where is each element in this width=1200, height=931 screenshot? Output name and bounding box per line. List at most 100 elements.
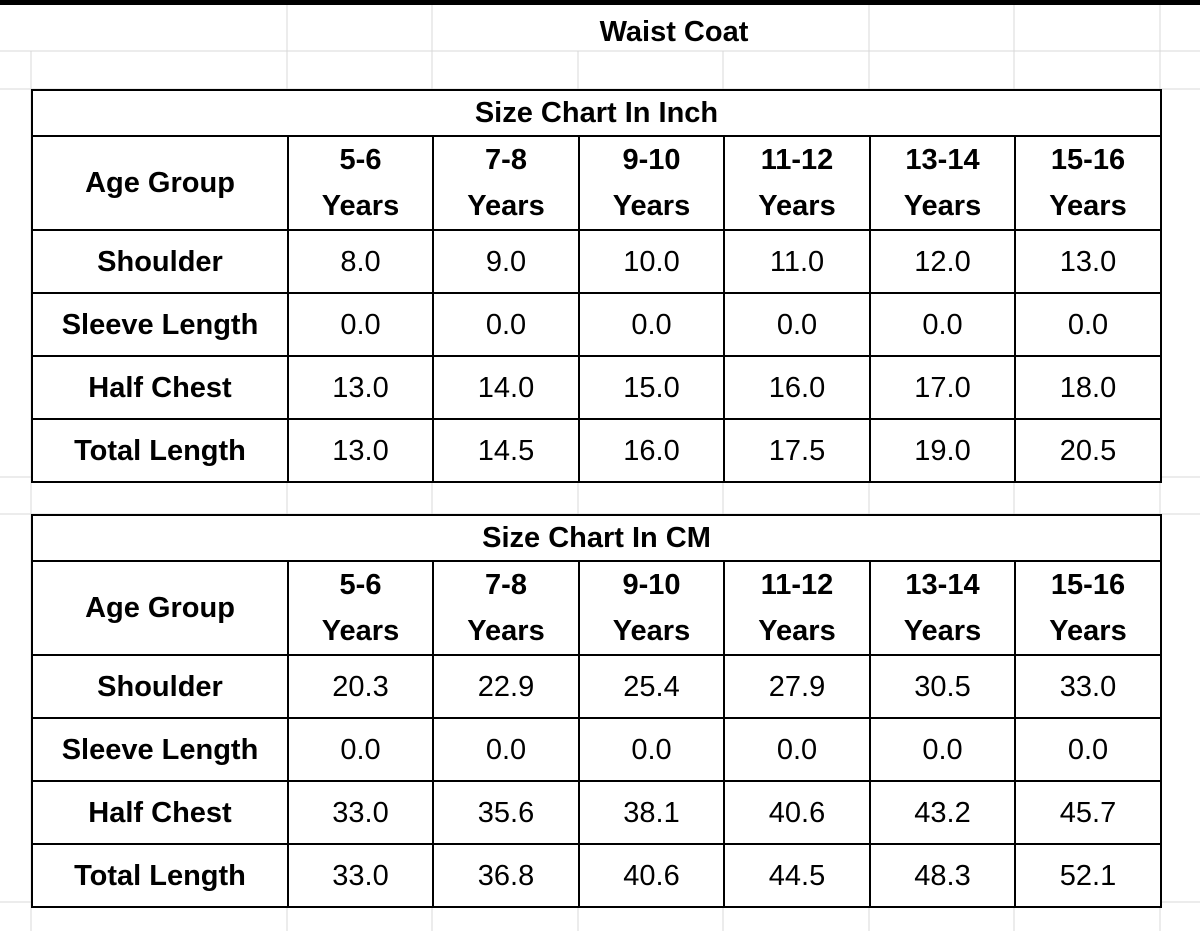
column-header: 11-12 Years	[723, 560, 871, 656]
table-cell: 20.5	[1014, 418, 1162, 483]
table-cell: 33.0	[1013, 654, 1163, 719]
table-cell: 35.6	[432, 780, 580, 845]
table-cell: 8.0	[287, 229, 434, 294]
column-header: 13-14 Years	[869, 560, 1016, 656]
table-cell: 40.6	[723, 780, 871, 845]
column-header: 9-10 Years	[578, 560, 725, 656]
table-cell: 0.0	[287, 292, 434, 357]
table-cell: 33.0	[287, 843, 434, 908]
age-unit: Years	[321, 615, 400, 647]
row-label: Half Chest	[31, 780, 289, 845]
age-range: 9-10	[622, 569, 681, 601]
row-label: Sleeve Length	[31, 292, 289, 357]
page-title: Waist Coat	[599, 15, 749, 48]
age-unit: Years	[467, 615, 545, 647]
table-cell: 33.0	[287, 780, 434, 845]
table-cell: 27.9	[723, 654, 871, 719]
age-range: 9-10	[622, 144, 681, 176]
table-cell: 18.0	[1014, 355, 1162, 420]
table-cell: 0.0	[432, 292, 580, 357]
age-range: 13-14	[905, 144, 980, 176]
age-unit: Years	[758, 615, 836, 647]
table-row: Shoulder 20.3 22.9 25.4 27.9 30.5 33.0	[31, 654, 1163, 719]
table-cell: 22.9	[432, 654, 580, 719]
row-header-age-group: Age Group	[31, 560, 289, 656]
row-label: Half Chest	[31, 355, 289, 420]
age-range: 7-8	[485, 144, 527, 176]
age-unit: Years	[467, 190, 545, 222]
column-header: 13-14 Years	[869, 135, 1016, 231]
table-cell: 17.0	[869, 355, 1016, 420]
table-row: Half Chest 13.0 14.0 15.0 16.0 17.0 18.0	[31, 355, 1162, 420]
age-unit: Years	[1049, 190, 1127, 222]
table-cell: 38.1	[578, 780, 725, 845]
table-cell: 16.0	[723, 355, 871, 420]
table-cell: 0.0	[287, 717, 434, 782]
age-range: 11-12	[760, 144, 834, 176]
age-unit: Years	[903, 190, 982, 222]
table-cell: 17.5	[723, 418, 871, 483]
size-chart-inch-table: Size Chart In Inch Age Group 5-6 Years 7-…	[31, 89, 1162, 483]
age-unit: Years	[758, 190, 836, 222]
table-cell: 0.0	[869, 717, 1016, 782]
table-cell: 9.0	[432, 229, 580, 294]
row-label: Total Length	[31, 418, 289, 483]
row-header-age-group: Age Group	[31, 135, 289, 231]
age-unit: Years	[612, 190, 691, 222]
table-cell: 0.0	[432, 717, 580, 782]
table-cell: 14.0	[432, 355, 580, 420]
table-row: Half Chest 33.0 35.6 38.1 40.6 43.2 45.7	[31, 780, 1163, 845]
column-header: 5-6 Years	[287, 135, 434, 231]
age-unit: Years	[321, 190, 400, 222]
column-header: 15-16 Years	[1014, 135, 1162, 231]
table-cell: 0.0	[723, 717, 871, 782]
table-caption: Size Chart In CM	[30, 514, 1163, 562]
age-range: 7-8	[485, 569, 527, 601]
age-range: 5-6	[339, 569, 382, 601]
column-header: 11-12 Years	[723, 135, 871, 231]
column-header: 5-6 Years	[287, 560, 434, 656]
age-unit: Years	[1049, 615, 1127, 647]
row-label: Shoulder	[31, 229, 289, 294]
table-row: Total Length 33.0 36.8 40.6 44.5 48.3 52…	[31, 843, 1163, 908]
table-cell: 0.0	[723, 292, 871, 357]
age-range: 5-6	[339, 144, 382, 176]
age-range: 15-16	[1050, 144, 1126, 176]
table-cell: 11.0	[723, 229, 871, 294]
table-cell: 14.5	[432, 418, 580, 483]
row-label: Total Length	[31, 843, 289, 908]
table-cell: 10.0	[578, 229, 725, 294]
table-row: Sleeve Length 0.0 0.0 0.0 0.0 0.0 0.0	[31, 292, 1162, 357]
row-label: Shoulder	[31, 654, 289, 719]
table-cell: 13.0	[1014, 229, 1162, 294]
table-cell: 52.1	[1013, 843, 1163, 908]
table-cell: 48.3	[869, 843, 1016, 908]
age-unit: Years	[612, 615, 691, 647]
table-cell: 13.0	[287, 355, 434, 420]
column-header: 7-8 Years	[432, 135, 580, 231]
age-range: 15-16	[1050, 569, 1126, 601]
size-chart-cm-table: Size Chart In CM Age Group 5-6 Years 7-8 Y…	[30, 514, 1163, 908]
table-cell: 19.0	[869, 418, 1016, 483]
table-cell: 0.0	[578, 717, 725, 782]
table-cell: 16.0	[578, 418, 725, 483]
table-cell: 15.0	[578, 355, 725, 420]
column-header: 7-8 Years	[432, 560, 580, 656]
table-cell: 12.0	[869, 229, 1016, 294]
table-row: Sleeve Length 0.0 0.0 0.0 0.0 0.0 0.0	[31, 717, 1163, 782]
table-cell: 45.7	[1013, 780, 1163, 845]
top-border	[0, 0, 1200, 5]
age-range: 11-12	[760, 569, 834, 601]
table-cell: 36.8	[432, 843, 580, 908]
row-label: Sleeve Length	[31, 717, 289, 782]
table-caption: Size Chart In Inch	[31, 89, 1162, 137]
table-cell: 13.0	[287, 418, 434, 483]
table-cell: 43.2	[869, 780, 1016, 845]
column-header: 9-10 Years	[578, 135, 725, 231]
table-cell: 40.6	[578, 843, 725, 908]
table-cell: 30.5	[869, 654, 1016, 719]
table-cell: 0.0	[1014, 292, 1162, 357]
table-row: Shoulder 8.0 9.0 10.0 11.0 12.0 13.0	[31, 229, 1162, 294]
age-unit: Years	[903, 615, 982, 647]
table-cell: 44.5	[723, 843, 871, 908]
